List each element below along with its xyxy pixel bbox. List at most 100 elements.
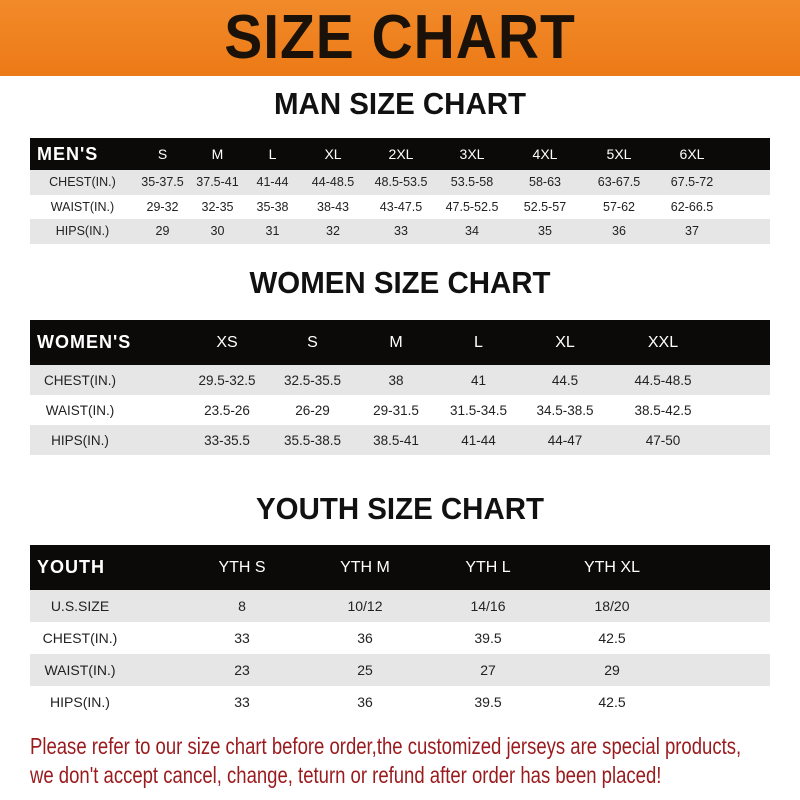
table-cell: 33 [234, 630, 250, 646]
table-cell: 58-63 [529, 175, 561, 190]
size-header: 5XL [606, 146, 632, 162]
table-cell: 38.5-42.5 [634, 402, 692, 418]
size-header: YTH M [340, 558, 390, 576]
table-cell: 8 [238, 598, 246, 614]
size-header: 4XL [532, 146, 558, 162]
table-cell: 35-38 [256, 199, 289, 214]
table-cell: 18/20 [594, 598, 630, 614]
table-cell: 38-43 [317, 199, 349, 214]
youth-size-table: YOUTH YTH S YTH M YTH L YTH XL U.S.SIZE 8 10/12… [30, 545, 770, 718]
size-header: XL [324, 146, 342, 162]
table-cell: 63-67.5 [597, 175, 641, 190]
size-header: 6XL [679, 146, 705, 162]
table-cell: 36 [612, 224, 626, 239]
table-cell: 36 [357, 630, 373, 646]
table-cell: 29-31.5 [373, 402, 419, 418]
table-cell: 29.5-32.5 [198, 372, 256, 388]
table-row: WAIST(IN.) 23.5-26 26-29 29-31.5 31.5-34.5 34… [30, 395, 770, 425]
table-cell: 37.5-41 [196, 175, 239, 190]
row-label: HIPS(IN.) [50, 694, 110, 710]
table-cell: 26-29 [295, 402, 330, 418]
size-header: L [268, 146, 277, 162]
table-cell: 31 [265, 224, 280, 239]
table-cell: 47.5-52.5 [445, 199, 499, 214]
table-row: CHEST(IN.) 35-37.5 37.5-41 41-44 44-48.5 48.5… [30, 170, 770, 195]
table-title-cell: MEN'S [37, 143, 99, 164]
table-cell: 34 [465, 224, 479, 239]
men-size-table: MEN'S S M L XL 2XL 3XL 4XL 5XL 6XL CHEST(IN.) 35-37… [30, 138, 770, 244]
table-cell: 38.5-41 [373, 432, 419, 448]
size-header: YTH L [465, 558, 511, 576]
row-label: U.S.SIZE [50, 598, 110, 614]
table-title-cell: WOMEN'S [37, 332, 132, 352]
women-section-title: WOMEN SIZE CHART [249, 265, 551, 300]
table-cell: 41-44 [256, 175, 289, 190]
row-label: WAIST(IN.) [44, 662, 116, 678]
table-cell: 35-37.5 [141, 175, 184, 190]
table-cell: 42.5 [598, 630, 626, 646]
table-row: HIPS(IN.) 33 36 39.5 42.5 [30, 686, 770, 718]
size-header: L [474, 333, 483, 351]
table-header-row: WOMEN'S XS S M L XL XXL [30, 320, 770, 365]
row-label: HIPS(IN.) [55, 224, 110, 239]
table-cell: 44-47 [547, 432, 583, 448]
men-section-title: MAN SIZE CHART [274, 86, 526, 121]
table-cell: 67.5-72 [670, 175, 714, 190]
table-cell: 62-66.5 [670, 199, 714, 214]
table-cell: 10/12 [347, 598, 383, 614]
banner-title: SIZE CHART [224, 3, 576, 72]
table-cell: 48.5-53.5 [374, 175, 428, 190]
table-cell: 47-50 [645, 432, 681, 448]
table-row: WAIST(IN.) 29-32 32-35 35-38 38-43 43-47.5 47.… [30, 194, 770, 219]
table-cell: 32 [326, 224, 340, 239]
table-cell: 29 [155, 224, 170, 239]
size-header: S [157, 146, 168, 162]
row-label: CHEST(IN.) [49, 175, 116, 190]
table-cell: 36 [357, 694, 373, 710]
row-label: WAIST(IN.) [50, 199, 115, 214]
youth-section-title: YOUTH SIZE CHART [256, 491, 544, 526]
row-label: CHEST(IN.) [42, 630, 118, 646]
table-cell: 29 [604, 662, 620, 678]
table-cell: 52.5-57 [523, 199, 567, 214]
table-cell: 31.5-34.5 [449, 402, 508, 418]
table-row: HIPS(IN.) 33-35.5 35.5-38.5 38.5-41 41-44 44-… [30, 425, 770, 455]
table-cell: 38 [388, 372, 404, 388]
size-header: S [307, 333, 318, 351]
table-cell: 44-48.5 [311, 175, 355, 190]
table-title-cell: YOUTH [37, 557, 105, 577]
table-cell: 33 [234, 694, 250, 710]
table-cell: 53.5-58 [450, 175, 494, 190]
table-cell: 41 [470, 372, 487, 388]
size-header: 2XL [388, 146, 414, 162]
table-cell: 14/16 [470, 598, 506, 614]
size-header: XL [555, 333, 575, 351]
table-cell: 35 [538, 224, 552, 239]
table-cell: 39.5 [474, 694, 502, 710]
table-cell: 57-62 [603, 199, 635, 214]
women-size-table: WOMEN'S XS S M L XL XXL CHEST(IN.) 29.5-32.5 32.5… [30, 320, 770, 455]
table-header-row: MEN'S S M L XL 2XL 3XL 4XL 5XL 6XL [30, 138, 770, 170]
table-row: HIPS(IN.) 29 30 31 32 33 34 35 36 37 [30, 219, 770, 244]
table-cell: 32-35 [201, 199, 234, 214]
table-cell: 32.5-35.5 [283, 372, 342, 388]
size-header: YTH XL [583, 558, 640, 576]
size-header: YTH S [218, 558, 266, 576]
notice-line-1: Please refer to our size chart before or… [30, 733, 742, 759]
table-cell: 43-47.5 [379, 199, 423, 214]
order-notice: Please refer to our size chart before or… [30, 732, 755, 790]
table-cell: 39.5 [474, 630, 502, 646]
size-header: XXL [647, 333, 679, 351]
table-cell: 44.5-48.5 [634, 372, 692, 388]
size-chart-banner: SIZE CHART [0, 0, 800, 76]
row-label: HIPS(IN.) [51, 432, 109, 448]
table-row: WAIST(IN.) 23 25 27 29 [30, 654, 770, 686]
table-header-row: YOUTH YTH S YTH M YTH L YTH XL [30, 545, 770, 590]
table-cell: 41-44 [461, 432, 496, 448]
table-row: CHEST(IN.) 29.5-32.5 32.5-35.5 38 41 44.5 44.5… [30, 365, 770, 395]
table-cell: 33-35.5 [204, 432, 250, 448]
table-cell: 33 [394, 224, 408, 239]
row-label: WAIST(IN.) [45, 402, 115, 418]
table-cell: 30 [210, 224, 225, 239]
size-header: M [389, 333, 403, 351]
